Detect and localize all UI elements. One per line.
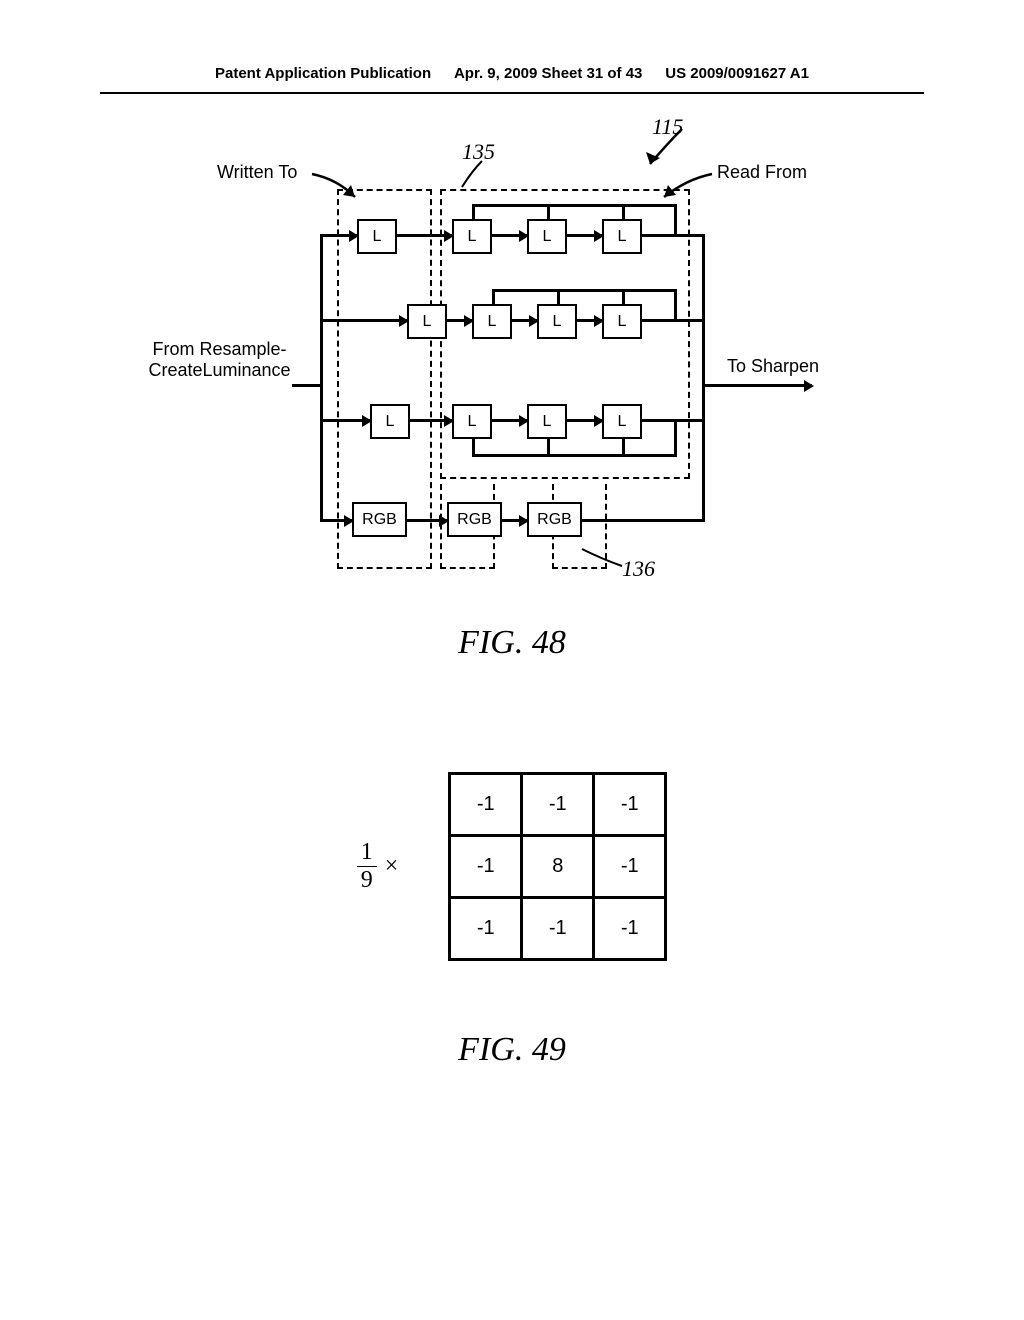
r2-in (320, 319, 407, 322)
r3-bot-d4 (674, 419, 677, 457)
r3-in (320, 419, 370, 422)
node-RGB-3: RGB (527, 502, 582, 537)
header-right: US 2009/0091627 A1 (665, 65, 809, 82)
arrow-read-icon (652, 169, 722, 209)
r2-a1 (447, 319, 472, 322)
r1-top-d1 (472, 204, 475, 221)
r4-a1 (407, 519, 447, 522)
r2-top-d4 (674, 289, 677, 322)
label-read-from: Read From (717, 162, 807, 183)
r2-a2 (512, 319, 537, 322)
bus-vert (320, 234, 323, 522)
node-L-r2c4: L (602, 304, 642, 339)
page-header: Patent Application Publication Apr. 9, 2… (100, 0, 924, 94)
node-L-r2c3: L (537, 304, 577, 339)
node-L-r3c2: L (452, 404, 492, 439)
times-symbol: × (385, 853, 399, 880)
header-left: Patent Application Publication (215, 65, 431, 82)
node-L-r1c2: L (452, 219, 492, 254)
r4-a2 (502, 519, 527, 522)
figure-49-caption: FIG. 49 (0, 1031, 1024, 1069)
r1-top-d4 (674, 204, 677, 237)
r3-bot-d1 (472, 439, 475, 456)
node-L-r3c1: L (370, 404, 410, 439)
node-L-r1c3: L (527, 219, 567, 254)
matrix-cell: -1 (522, 898, 594, 960)
r3-bot-d2 (547, 439, 550, 456)
node-RGB-1: RGB (352, 502, 407, 537)
header-center: Apr. 9, 2009 Sheet 31 of 43 (454, 65, 642, 82)
matrix-cell: -1 (450, 774, 522, 836)
bus-out-vert (702, 234, 705, 522)
r3-a1 (410, 419, 452, 422)
node-L-r3c3: L (527, 404, 567, 439)
r3-bot (472, 454, 677, 457)
matrix-cell: -1 (594, 836, 666, 898)
r1-a1 (397, 234, 452, 237)
r1-top-d2 (547, 204, 550, 221)
node-L-r1c4: L (602, 219, 642, 254)
figure-49: 1 9 × -1 -1 -1 -1 8 -1 -1 -1 -1 (262, 772, 762, 961)
r2-top-d3 (622, 289, 625, 306)
figure-48-diagram: 115 135 136 Written To Read From From Re… (162, 124, 862, 584)
matrix-cell: -1 (450, 898, 522, 960)
r2-top-d2 (557, 289, 560, 306)
figure-48-caption: FIG. 48 (0, 624, 1024, 662)
matrix-cell: -1 (594, 774, 666, 836)
r1-in (320, 234, 357, 237)
node-L-r2c2: L (472, 304, 512, 339)
matrix-cell: -1 (522, 774, 594, 836)
fraction-one-ninth: 1 9 × (357, 839, 399, 894)
r2-a3 (577, 319, 602, 322)
matrix-cell: 8 (522, 836, 594, 898)
label-output: To Sharpen (727, 356, 819, 377)
r4-in (320, 519, 352, 522)
r2-out (642, 319, 704, 322)
bus-out (702, 384, 812, 387)
node-L-r3c4: L (602, 404, 642, 439)
fraction-denominator: 9 (357, 867, 377, 894)
r2-top (492, 289, 677, 292)
r4-out (582, 519, 704, 522)
r1-a3 (567, 234, 602, 237)
r1-out (642, 234, 704, 237)
fraction-numerator: 1 (357, 839, 377, 867)
r1-top (472, 204, 677, 207)
label-written-to: Written To (217, 162, 297, 183)
arrow-written-icon (307, 169, 367, 209)
node-L-r1c1: L (357, 219, 397, 254)
kernel-matrix: -1 -1 -1 -1 8 -1 -1 -1 -1 (448, 772, 667, 961)
r2-top-d1 (492, 289, 495, 306)
node-L-r2c1: L (407, 304, 447, 339)
node-RGB-2: RGB (447, 502, 502, 537)
r3-out (642, 419, 704, 422)
r3-a2 (492, 419, 527, 422)
bus-in (292, 384, 322, 387)
r1-top-d3 (622, 204, 625, 221)
label-input: From Resample- CreateLuminance (142, 339, 297, 381)
matrix-cell: -1 (594, 898, 666, 960)
r1-a2 (492, 234, 527, 237)
r3-a3 (567, 419, 602, 422)
r3-bot-d3 (622, 439, 625, 456)
matrix-cell: -1 (450, 836, 522, 898)
